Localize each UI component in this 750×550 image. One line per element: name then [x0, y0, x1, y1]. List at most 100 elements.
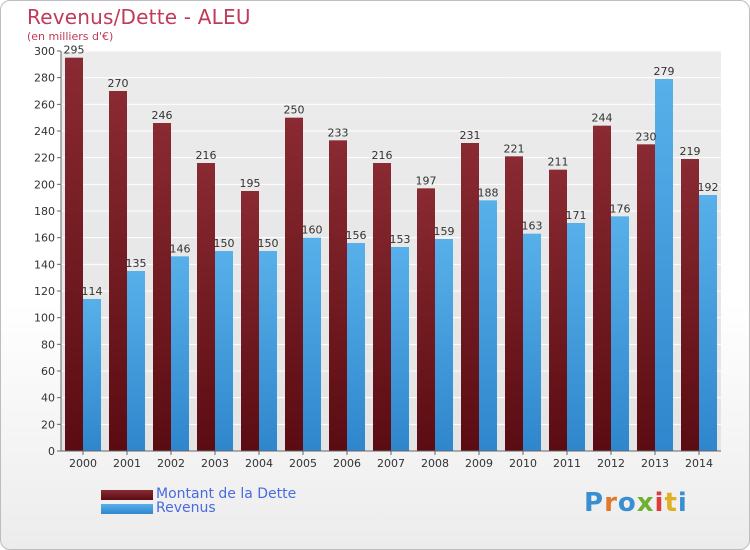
bar-revenue-2010 — [523, 233, 541, 451]
y-tick-label: 300 — [34, 45, 55, 58]
x-tick-label: 2012 — [597, 457, 625, 470]
value-label-debt-2004: 195 — [240, 177, 261, 190]
y-tick-label: 80 — [41, 338, 55, 351]
value-label-revenue-2009: 188 — [478, 186, 499, 199]
x-tick-label: 2009 — [465, 457, 493, 470]
y-tick-label: 100 — [34, 312, 55, 325]
value-label-debt-2010: 221 — [504, 142, 525, 155]
y-tick-label: 140 — [34, 258, 55, 271]
value-label-debt-2011: 211 — [548, 156, 569, 169]
x-tick-label: 2010 — [509, 457, 537, 470]
bar-debt-2003 — [197, 163, 215, 451]
y-tick-label: 60 — [41, 365, 55, 378]
value-label-revenue-2010: 163 — [522, 220, 543, 233]
bar-debt-2007 — [373, 163, 391, 451]
value-label-revenue-2000: 114 — [82, 285, 103, 298]
y-axis-ticks: 0 20 40 60 80 100 120 140 160 180 200 220 240 260 280 3… — [34, 45, 61, 458]
bar-debt-2006 — [329, 140, 347, 452]
x-tick-label: 2003 — [201, 457, 229, 470]
value-label-debt-2009: 231 — [460, 129, 481, 142]
x-axis-ticks: 2000 2001 2002 2003 2004 2005 2006 2007 2008 2009… — [69, 451, 713, 470]
value-label-revenue-2002: 146 — [170, 242, 191, 255]
value-label-debt-2000: 295 — [64, 44, 85, 57]
value-label-revenue-2007: 153 — [390, 233, 411, 246]
bar-debt-2008 — [417, 188, 435, 452]
bar-debt-2009 — [461, 143, 479, 451]
x-tick-label: 2001 — [113, 457, 141, 470]
legend-swatch-revenue — [101, 504, 153, 514]
value-label-debt-2003: 216 — [196, 149, 217, 162]
y-tick-label: 180 — [34, 205, 55, 218]
y-tick-label: 240 — [34, 125, 55, 138]
legend-swatch-debt — [101, 490, 153, 500]
bar-revenue-2002 — [171, 256, 189, 451]
y-tick-label: 220 — [34, 152, 55, 165]
bar-revenue-2005 — [303, 237, 321, 451]
x-tick-label: 2013 — [641, 457, 669, 470]
value-label-debt-2005: 250 — [284, 104, 305, 117]
bar-revenue-2009 — [479, 200, 497, 451]
value-label-debt-2013: 230 — [636, 130, 657, 143]
value-label-revenue-2014: 192 — [698, 181, 719, 194]
value-label-revenue-2012: 176 — [610, 202, 631, 215]
bar-revenue-2000 — [83, 299, 101, 451]
y-tick-label: 20 — [41, 418, 55, 431]
y-tick-label: 120 — [34, 285, 55, 298]
logo-letter: i — [654, 488, 665, 518]
bar-debt-2014 — [681, 159, 699, 451]
value-label-debt-2008: 197 — [416, 174, 437, 187]
x-tick-label: 2011 — [553, 457, 581, 470]
bar-revenue-2014 — [699, 195, 717, 451]
legend-label-debt: Montant de la Dette — [156, 486, 297, 502]
value-label-debt-2014: 219 — [680, 145, 701, 158]
y-tick-label: 200 — [34, 178, 55, 191]
logo-letter: P — [584, 488, 605, 518]
bar-revenue-2013 — [655, 79, 673, 451]
value-label-revenue-2013: 279 — [654, 65, 675, 78]
x-tick-label: 2005 — [289, 457, 317, 470]
bar-debt-2012 — [593, 125, 611, 452]
value-label-revenue-2011: 171 — [566, 209, 587, 222]
value-label-debt-2001: 270 — [108, 77, 129, 90]
chart-subtitle: (en milliers d'€) — [27, 30, 114, 43]
bar-revenue-2008 — [435, 239, 453, 451]
logo-letter: t — [664, 488, 678, 518]
bar-revenue-2012 — [611, 216, 629, 451]
bar-debt-2001 — [109, 91, 127, 451]
logo-letter: x — [636, 488, 655, 518]
y-tick-label: 0 — [48, 445, 55, 458]
x-tick-label: 2014 — [685, 457, 713, 470]
value-label-revenue-2004: 150 — [258, 237, 279, 250]
value-label-revenue-2008: 159 — [434, 225, 455, 238]
value-label-debt-2007: 216 — [372, 149, 393, 162]
bar-debt-2010 — [505, 156, 523, 452]
chart-title: Revenus/Dette - ALEU — [27, 5, 251, 29]
bar-debt-2013 — [637, 144, 655, 452]
value-labels: 295 114 270 135 246 146 216 150 195 150 250 160 233 1… — [64, 44, 719, 298]
value-label-debt-2012: 244 — [592, 112, 613, 125]
logo-letter: i — [677, 488, 688, 518]
x-tick-label: 2007 — [377, 457, 405, 470]
value-label-revenue-2005: 160 — [302, 224, 323, 237]
x-tick-label: 2002 — [157, 457, 185, 470]
x-tick-label: 2008 — [421, 457, 449, 470]
bar-debt-2000 — [65, 57, 83, 452]
proxiti-logo: Proxiti — [584, 488, 688, 518]
legend-label-revenue: Revenus — [156, 500, 216, 516]
x-tick-label: 2004 — [245, 457, 273, 470]
value-label-debt-2002: 246 — [152, 109, 173, 122]
y-tick-label: 260 — [34, 98, 55, 111]
bar-debt-2011 — [549, 169, 567, 451]
bar-revenue-2001 — [127, 271, 145, 451]
y-tick-label: 160 — [34, 232, 55, 245]
value-label-revenue-2001: 135 — [126, 257, 147, 270]
bar-revenue-2006 — [347, 243, 365, 451]
value-label-debt-2006: 233 — [328, 126, 349, 139]
value-label-revenue-2003: 150 — [214, 237, 235, 250]
logo-letter: o — [617, 488, 637, 518]
value-label-revenue-2006: 156 — [346, 229, 367, 242]
y-tick-label: 40 — [41, 392, 55, 405]
bar-revenue-2004 — [259, 251, 277, 451]
